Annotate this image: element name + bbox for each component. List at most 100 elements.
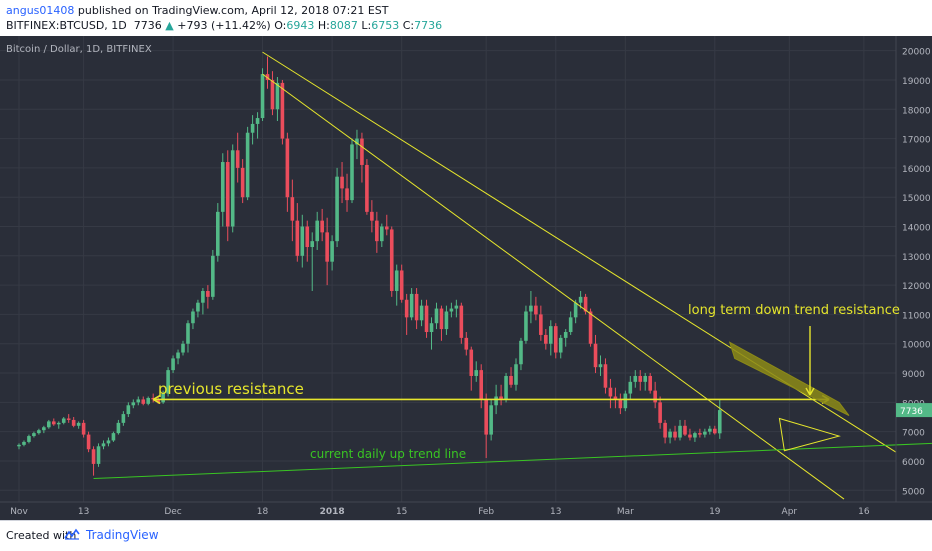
candle-body: [449, 308, 454, 312]
candle-body: [225, 162, 230, 227]
candle-body: [295, 220, 300, 256]
candle-body: [544, 334, 548, 344]
candle-body: [191, 311, 195, 324]
candle-body: [81, 422, 86, 435]
candle-body: [578, 296, 583, 303]
candle-body: [499, 396, 503, 400]
candle-body: [668, 431, 672, 438]
candle-body: [355, 138, 359, 145]
candle-body: [230, 150, 235, 227]
x-tick-label: 19: [709, 507, 721, 517]
created-with-text: Created with: [6, 529, 77, 542]
candle-body: [439, 308, 444, 330]
y-tick-label: 19000: [902, 77, 931, 87]
candle-body: [290, 197, 295, 221]
resistance-highlight-band: [728, 341, 850, 416]
candle-body: [583, 296, 588, 312]
triangle-pattern: [778, 417, 841, 452]
candle-body: [409, 293, 414, 318]
candle-body: [693, 433, 697, 438]
candle-body: [51, 421, 56, 425]
candle-body: [404, 299, 409, 318]
candle-body: [464, 337, 469, 350]
candle-body: [504, 375, 508, 400]
low-value: 6753: [371, 19, 400, 32]
candle-body: [121, 414, 126, 423]
tradingview-link[interactable]: TradingView: [86, 528, 159, 542]
candle-body: [514, 364, 518, 385]
candle-body: [37, 430, 41, 434]
uptrend-support-line: [93, 442, 932, 480]
candle-body: [340, 176, 344, 189]
candle-body: [434, 308, 439, 324]
x-tick-label: 13: [550, 507, 561, 517]
last-price: 7736: [133, 19, 162, 32]
candle-body: [335, 176, 339, 242]
candle-body: [96, 446, 101, 464]
candle-body: [717, 410, 722, 434]
x-tick-label: 16: [858, 507, 870, 517]
trendline-long-term: [262, 51, 897, 453]
candle-body: [459, 305, 464, 338]
candle-body: [196, 302, 200, 312]
candle-body: [220, 162, 225, 212]
y-tick-label: 12000: [902, 282, 931, 292]
price-change: +793 (+11.42%): [177, 19, 271, 32]
candle-body: [265, 74, 270, 80]
trendline-steep: [262, 73, 845, 500]
candle-body: [444, 311, 449, 330]
candle-body: [156, 399, 160, 403]
x-tick-label: Apr: [782, 507, 798, 517]
candle-body: [698, 433, 702, 435]
candle-body: [593, 343, 598, 368]
candle-body: [186, 323, 190, 344]
candle-body: [201, 290, 205, 303]
candle-body: [42, 427, 46, 431]
price-chart[interactable]: Nov 13 Dec 18 2018 15 Feb 13 Mar 19 Apr 16 5000 6000…: [0, 36, 932, 520]
tradingview-logo-icon: [64, 528, 80, 540]
footer: Created with TradingView: [0, 520, 932, 551]
candle-body: [479, 370, 484, 400]
x-tick-label: 15: [396, 507, 407, 517]
arrow-left-icon: [152, 394, 161, 405]
up-arrow-icon: ▲: [165, 19, 174, 32]
candle-body: [235, 150, 240, 168]
annotation-long-term-resistance: long term down trend resistance: [688, 303, 900, 318]
candle-body: [305, 226, 310, 248]
candle-body: [136, 399, 141, 403]
candle-body: [27, 436, 31, 442]
candle-body: [86, 434, 91, 450]
last-price-marker: [896, 403, 932, 418]
candle-body: [623, 393, 628, 409]
candle-body: [394, 270, 399, 291]
author-link[interactable]: angus01408: [6, 4, 75, 17]
candle-body: [285, 138, 290, 198]
y-tick-label: 18000: [902, 106, 931, 116]
y-tick-label: 13000: [902, 253, 931, 263]
candle-body: [32, 433, 36, 437]
candle-body: [598, 364, 603, 368]
candle-body: [255, 118, 260, 124]
candle-body: [708, 428, 712, 432]
y-tick-label: 15000: [902, 194, 931, 204]
candle-body: [613, 396, 618, 400]
y-tick-label: 5000: [902, 487, 925, 497]
candle-body: [300, 226, 305, 256]
candle-body: [370, 211, 374, 221]
candle-body: [345, 188, 349, 201]
candle-body: [211, 255, 215, 297]
candle-body: [101, 443, 106, 447]
candle-body: [558, 337, 563, 353]
candle-body: [216, 211, 220, 256]
candle-body: [429, 323, 434, 333]
candle-body: [141, 399, 146, 404]
candle-body: [380, 226, 384, 242]
x-tick-label: Mar: [617, 507, 634, 517]
y-tick-label: 14000: [902, 224, 931, 234]
candle-body: [71, 419, 76, 426]
candle-body: [563, 332, 568, 338]
candle-body: [633, 375, 638, 382]
chart-title: Bitcoin / Dollar, 1D, BITFINEX: [6, 44, 152, 55]
candle-body: [280, 82, 285, 139]
